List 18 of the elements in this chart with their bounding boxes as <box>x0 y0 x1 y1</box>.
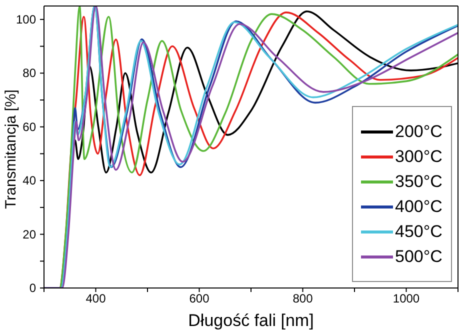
y-tick-label: 100 <box>16 12 36 26</box>
legend-label: 200°C <box>395 122 442 142</box>
y-tick-label: 0 <box>29 281 36 295</box>
legend-label: 350°C <box>395 172 442 192</box>
legend-label: 500°C <box>395 246 442 266</box>
x-tick-label: 600 <box>189 292 210 306</box>
x-tick-label: 1000 <box>392 292 420 306</box>
y-axis-title: Transmitancja [%] <box>2 90 20 209</box>
x-tick-label: 800 <box>292 292 314 306</box>
y-tick-label: 60 <box>22 120 36 134</box>
y-tick-label: 40 <box>22 174 36 188</box>
x-axis-title: Długość fali [nm] <box>188 311 314 330</box>
legend-label: 400°C <box>395 196 442 216</box>
y-tick-label: 20 <box>22 227 36 242</box>
x-tick-label: 400 <box>86 292 106 306</box>
legend-label: 300°C <box>395 146 442 166</box>
y-tick-label: 80 <box>22 66 36 80</box>
legend-label: 450°C <box>395 222 442 242</box>
